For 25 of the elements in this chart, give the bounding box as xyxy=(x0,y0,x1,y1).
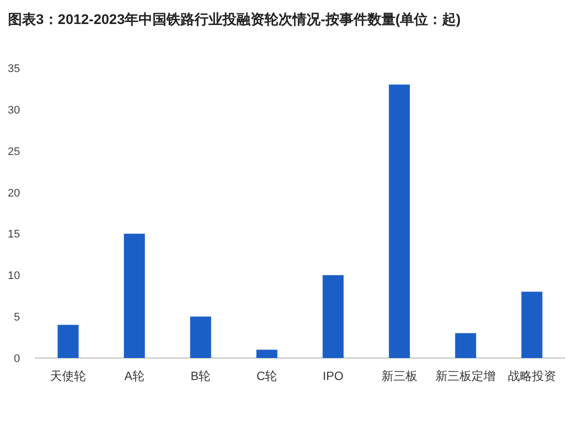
bar xyxy=(190,316,212,358)
x-tick-label: C轮 xyxy=(256,369,278,383)
y-tick-label: 5 xyxy=(14,312,20,324)
x-tick-label: 战略投资 xyxy=(508,369,556,383)
y-tick-label: 30 xyxy=(8,104,20,116)
x-tick-label: A轮 xyxy=(124,369,144,383)
bar xyxy=(256,350,278,358)
y-tick-label: 0 xyxy=(14,353,20,365)
x-tick-label: IPO xyxy=(322,369,344,383)
x-tick-label: 天使轮 xyxy=(50,369,86,383)
y-tick-label: 35 xyxy=(8,63,20,75)
bar xyxy=(58,324,79,358)
bar xyxy=(124,234,145,358)
y-tick-label: 25 xyxy=(8,146,20,158)
bar xyxy=(455,333,476,358)
x-tick-label: B轮 xyxy=(190,369,211,383)
chart-title: 图表3：2012-2023年中国铁路行业投融资轮次情况-按事件数量(单位：起) xyxy=(8,11,461,27)
bar xyxy=(322,275,344,358)
bar xyxy=(521,292,542,358)
y-tick-label: 20 xyxy=(8,187,20,200)
x-tick-label: 新三板 xyxy=(381,369,418,383)
bar xyxy=(388,84,410,358)
y-tick-label: 15 xyxy=(8,228,20,241)
y-tick-label: 10 xyxy=(8,270,20,282)
x-tick-label: 新三板定增 xyxy=(436,369,496,383)
